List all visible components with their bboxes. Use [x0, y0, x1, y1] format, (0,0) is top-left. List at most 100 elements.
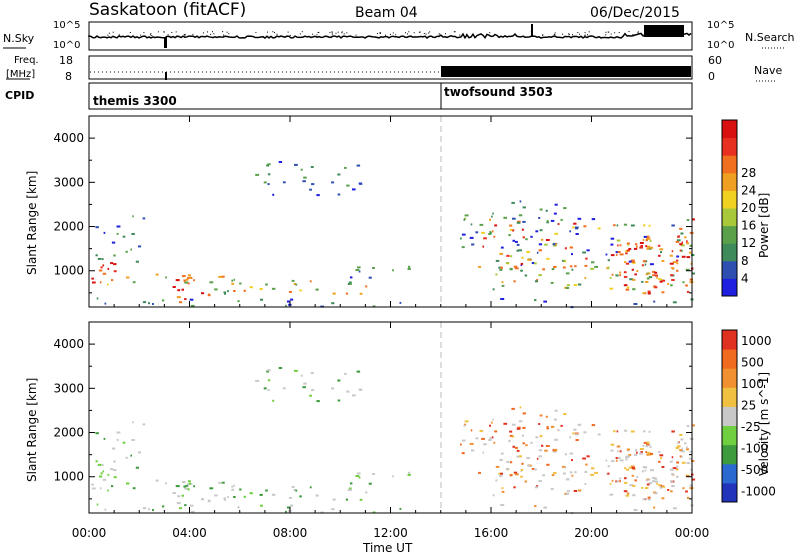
- power-cell: [470, 223, 473, 226]
- colorbar-tick-label: 28: [741, 166, 756, 180]
- velocity-cell: [96, 503, 99, 506]
- power-cell: [577, 217, 582, 220]
- velocity-cell: [265, 489, 268, 492]
- power-cell: [155, 273, 159, 276]
- power-cell: [534, 280, 538, 283]
- noise-search-point: [584, 32, 586, 34]
- velocity-cell: [671, 473, 675, 476]
- power-cell: [172, 286, 176, 288]
- power-cell: [569, 265, 573, 268]
- velocity-cell: [130, 454, 132, 457]
- velocity-cell: [617, 450, 619, 453]
- power-cell: [610, 237, 615, 240]
- power-cell: [223, 291, 226, 294]
- power-cell: [282, 181, 286, 184]
- power-cell: [527, 258, 531, 261]
- velocity-cell: [625, 458, 628, 461]
- power-cell: [624, 261, 627, 264]
- power-cell: [499, 252, 503, 255]
- power-cell: [479, 223, 484, 226]
- noise-search-point: [413, 32, 415, 34]
- power-cell: [571, 268, 574, 271]
- noise-search-point: [489, 32, 491, 34]
- velocity-cell: [184, 487, 189, 490]
- velocity-cell: [187, 480, 191, 483]
- velocity-cell: [218, 481, 223, 484]
- noise-search-point: [614, 32, 616, 34]
- velocity-y-axis: 1000 2000 3000 4000: [53, 321, 692, 500]
- power-cell: [116, 232, 119, 235]
- velocity-cell: [359, 388, 363, 391]
- power-cell: [662, 279, 666, 282]
- velocity-cell: [113, 476, 117, 479]
- velocity-colorbar-label: Velocity [m s^-1]: [757, 372, 771, 476]
- velocity-cell: [676, 468, 679, 471]
- velocity-cell: [676, 445, 681, 448]
- velocity-cell: [541, 444, 544, 447]
- velocity-cell: [571, 474, 574, 477]
- velocity-cell: [99, 487, 102, 490]
- power-cell: [207, 294, 211, 297]
- velocity-cell: [535, 436, 539, 439]
- velocity-cell: [689, 487, 694, 490]
- velocity-cell: [132, 421, 134, 424]
- power-cell: [309, 280, 312, 283]
- velocity-cell: [331, 387, 335, 390]
- velocity-cell: [647, 441, 650, 444]
- power-cell: [626, 286, 630, 289]
- velocity-cell: [623, 481, 628, 484]
- power-cell: [265, 283, 268, 286]
- power-cell: [518, 249, 522, 252]
- power-cell: [249, 286, 253, 289]
- power-cell: [684, 236, 687, 239]
- colorbar-swatch: [722, 137, 737, 156]
- power-cell: [461, 246, 465, 249]
- velocity-cell: [682, 487, 685, 490]
- velocity-cell: [295, 489, 298, 492]
- noise-search-point: [355, 34, 357, 36]
- velocity-cell: [116, 431, 121, 434]
- power-cell: [237, 300, 240, 303]
- velocity-cell: [303, 382, 307, 385]
- power-cell: [609, 276, 612, 279]
- velocity-cell: [634, 479, 637, 482]
- velocity-cell: [233, 484, 235, 487]
- velocity-cell: [671, 485, 675, 487]
- colorbar-swatch: [722, 225, 737, 244]
- velocity-cell: [352, 394, 356, 397]
- noise-search-point: [341, 32, 343, 34]
- velocity-cell: [494, 430, 498, 433]
- power-cell: [633, 247, 638, 250]
- velocity-cell: [616, 445, 621, 448]
- noise-sky-trace: [88, 31, 692, 40]
- velocity-cell: [619, 480, 621, 483]
- velocity-cell: [691, 460, 695, 462]
- velocity-cell: [300, 374, 303, 377]
- power-cell: [680, 249, 683, 252]
- noise-search-point: [299, 33, 301, 35]
- colorbar-swatch: [722, 260, 737, 279]
- velocity-cell: [495, 479, 498, 482]
- noise-search-point: [395, 34, 397, 36]
- velocity-panel-background: [89, 322, 692, 513]
- velocity-cell: [640, 451, 643, 454]
- velocity-cell: [223, 497, 226, 500]
- noise-search-point: [553, 33, 555, 35]
- noise-search-point: [289, 34, 291, 36]
- velocity-cell: [138, 451, 142, 454]
- power-cell: [657, 244, 661, 247]
- power-cell: [550, 281, 554, 284]
- velocity-cell: [358, 476, 361, 479]
- velocity-cell: [639, 452, 643, 455]
- power-cell: [509, 268, 513, 271]
- cpid-segment-1: themis 3300: [93, 94, 177, 108]
- noise-search-point: [385, 34, 386, 36]
- power-cell: [501, 284, 505, 287]
- velocity-cell: [110, 468, 114, 471]
- velocity-cell: [626, 455, 630, 458]
- frequency-panel: Freq. [MHz] 18 8 60 0 Nave: [6, 54, 782, 83]
- power-cell: [557, 223, 560, 225]
- velocity-cell: [684, 442, 687, 445]
- power-cell: [233, 278, 235, 281]
- velocity-cell: [671, 456, 674, 459]
